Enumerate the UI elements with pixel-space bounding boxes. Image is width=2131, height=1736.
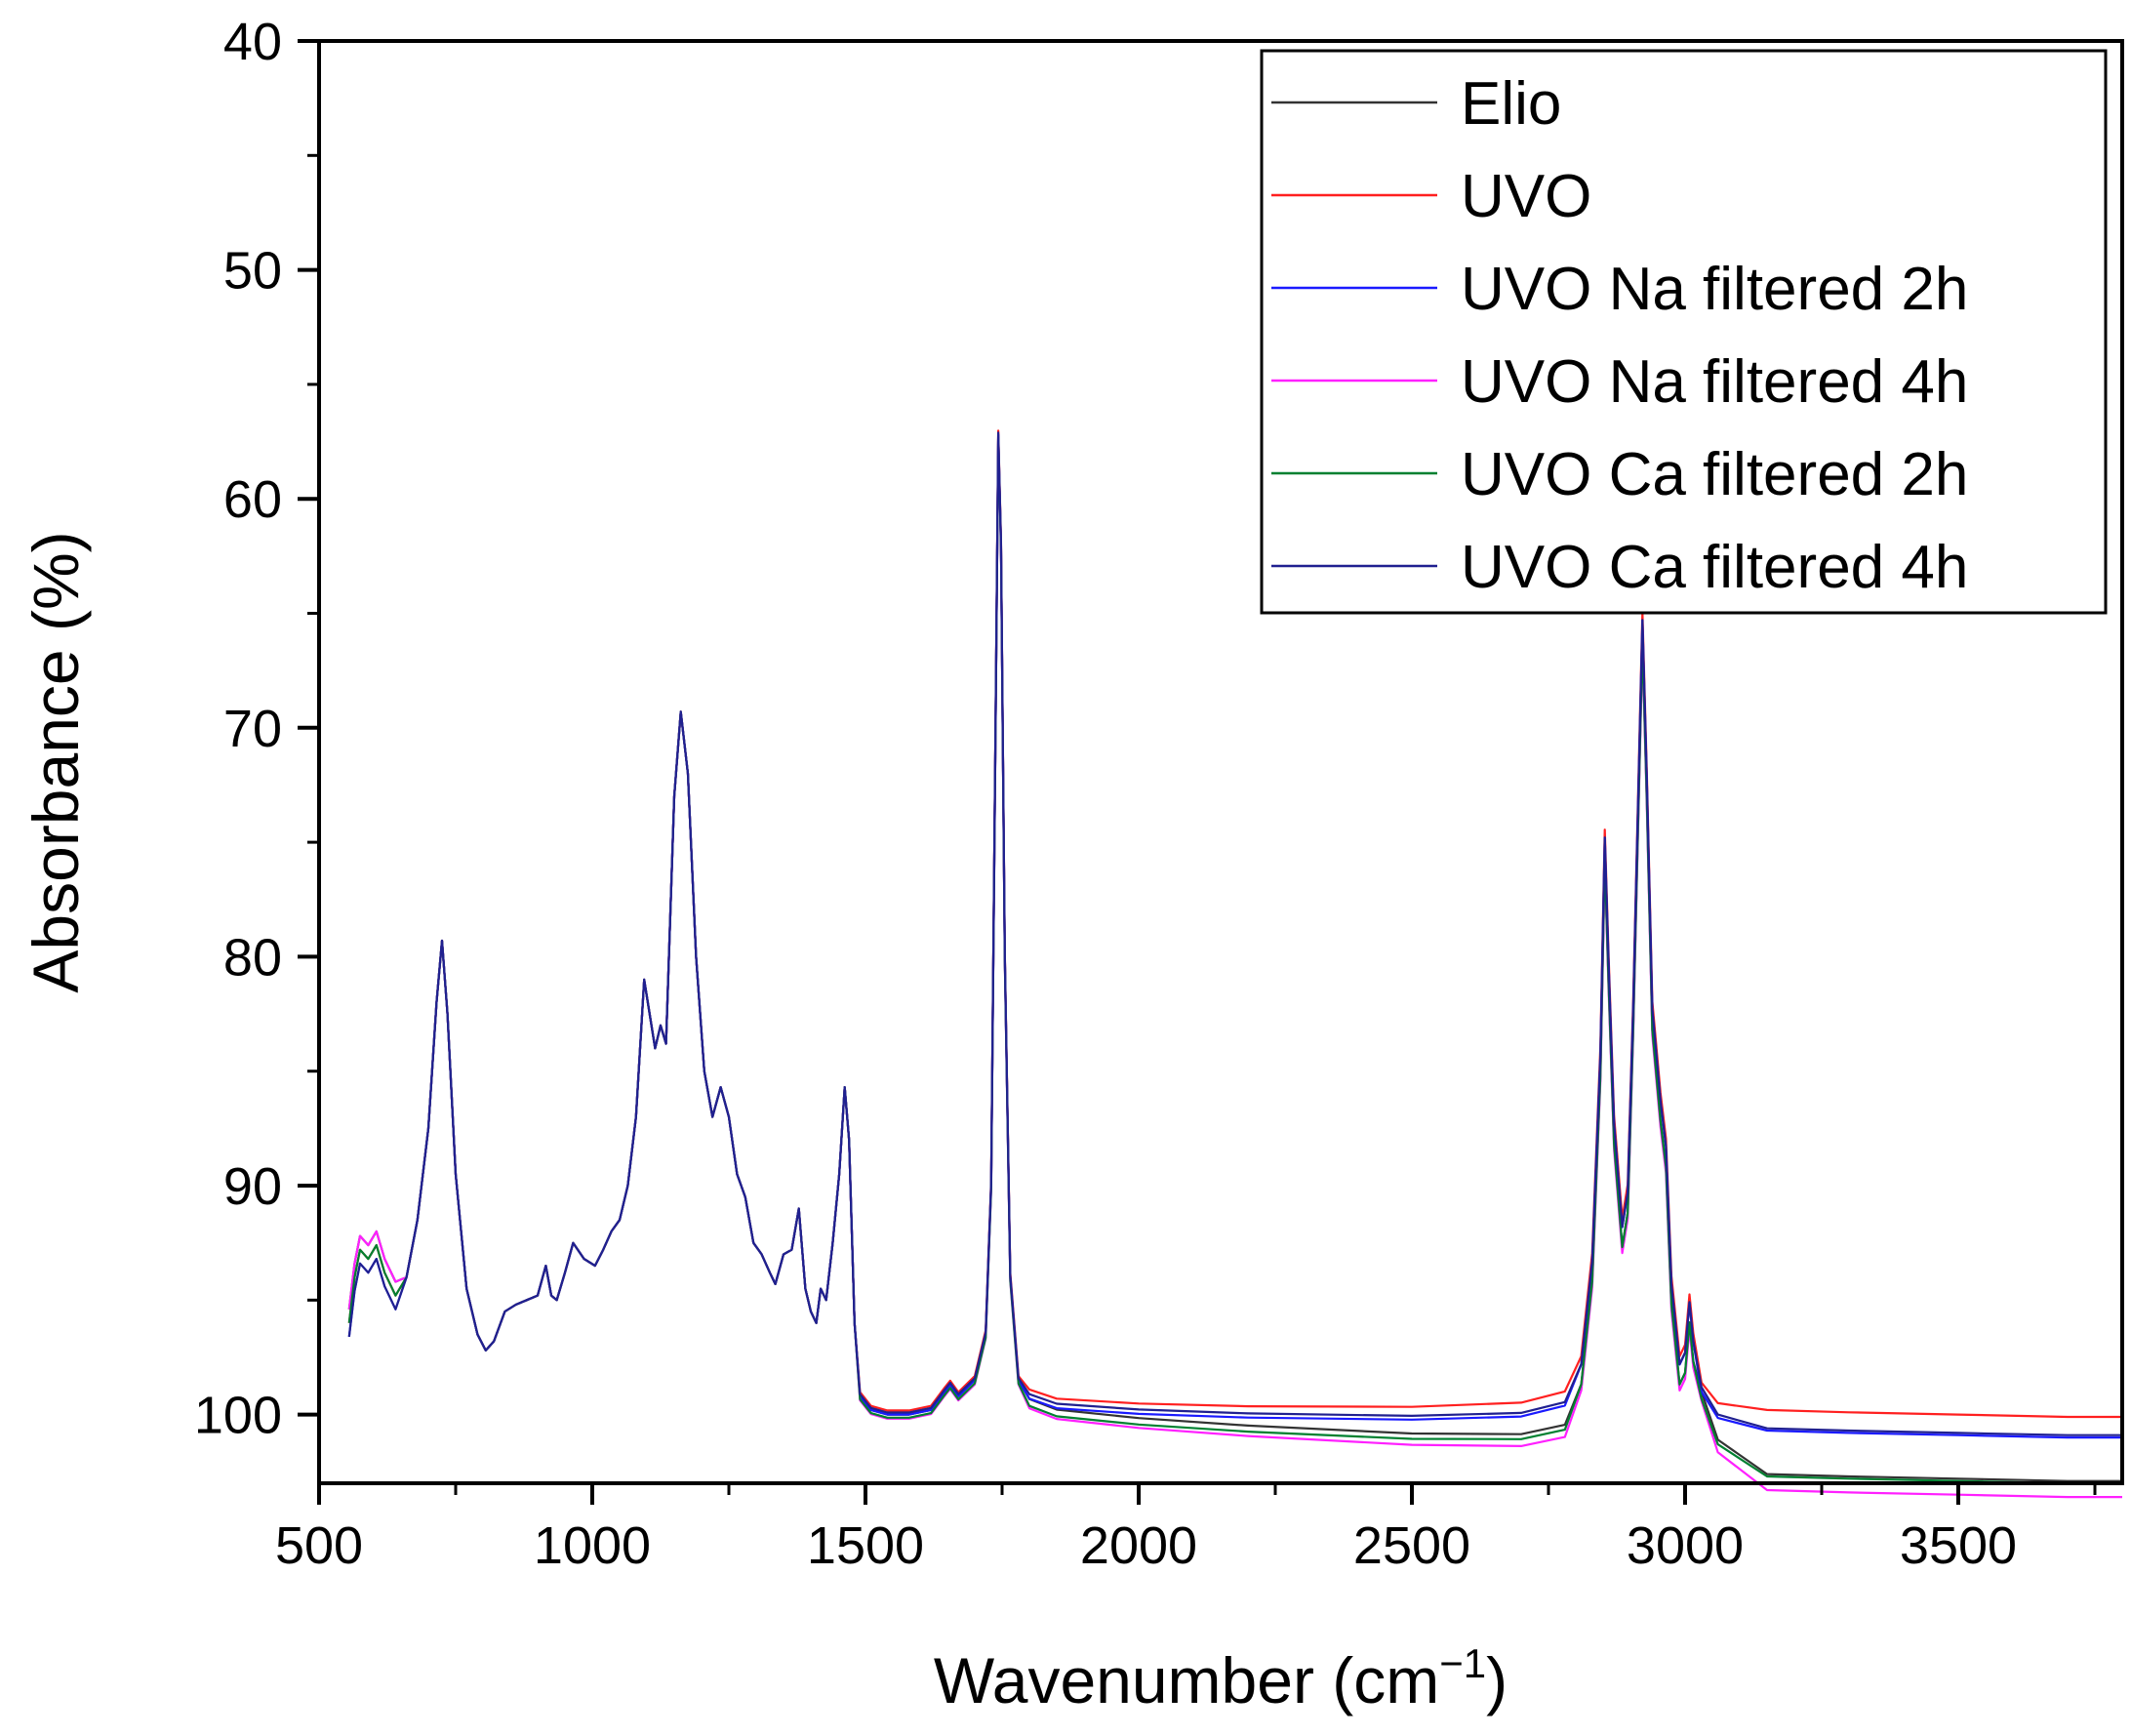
x-tick-label: 3000 — [1627, 1516, 1744, 1575]
x-axis-title-close: ) — [1486, 1644, 1508, 1716]
legend-label: UVO — [1461, 163, 1591, 230]
legend-label: UVO Ca filtered 4h — [1461, 534, 1968, 601]
x-tick-label: 3500 — [1900, 1516, 2017, 1575]
y-tick-label: 60 — [223, 470, 282, 529]
x-axis-title: Wavenumber (cm−1) — [934, 1640, 1508, 1716]
x-axis-title-superscript: −1 — [1439, 1640, 1486, 1686]
x-tick-label: 2000 — [1080, 1516, 1197, 1575]
plot-frame — [317, 39, 2124, 1485]
y-tick-label: 50 — [223, 242, 282, 301]
y-tick-label: 70 — [223, 700, 282, 758]
x-axis-ticks: 500 1000 1500 2000 2500 3000 3500 — [275, 1483, 2097, 1575]
legend: Elio UVO UVO Na filtered 2h UVO Na filtered… — [1260, 49, 2108, 615]
legend-label: Elio — [1461, 70, 1561, 138]
x-tick-label: 2500 — [1353, 1516, 1470, 1575]
series-layer — [347, 429, 2122, 1499]
legend-label: UVO Na filtered 4h — [1461, 348, 1968, 416]
x-tick-label: 1500 — [807, 1516, 924, 1575]
legend-box — [1260, 49, 2108, 615]
x-tick-label: 1000 — [534, 1516, 651, 1575]
y-tick-label: 40 — [223, 13, 282, 71]
y-axis-ticks: 40 50 60 70 80 90 100 — [194, 13, 319, 1445]
series-line — [347, 431, 2122, 1436]
legend-label: UVO Ca filtered 2h — [1461, 441, 1968, 508]
y-tick-label: 80 — [223, 928, 282, 987]
legend-label: UVO Na filtered 2h — [1461, 256, 1968, 323]
x-tick-label: 500 — [275, 1516, 363, 1575]
y-axis-title: Absorbance (%) — [20, 531, 92, 992]
y-tick-label: 90 — [223, 1157, 282, 1216]
y-tick-label: 100 — [194, 1387, 282, 1445]
